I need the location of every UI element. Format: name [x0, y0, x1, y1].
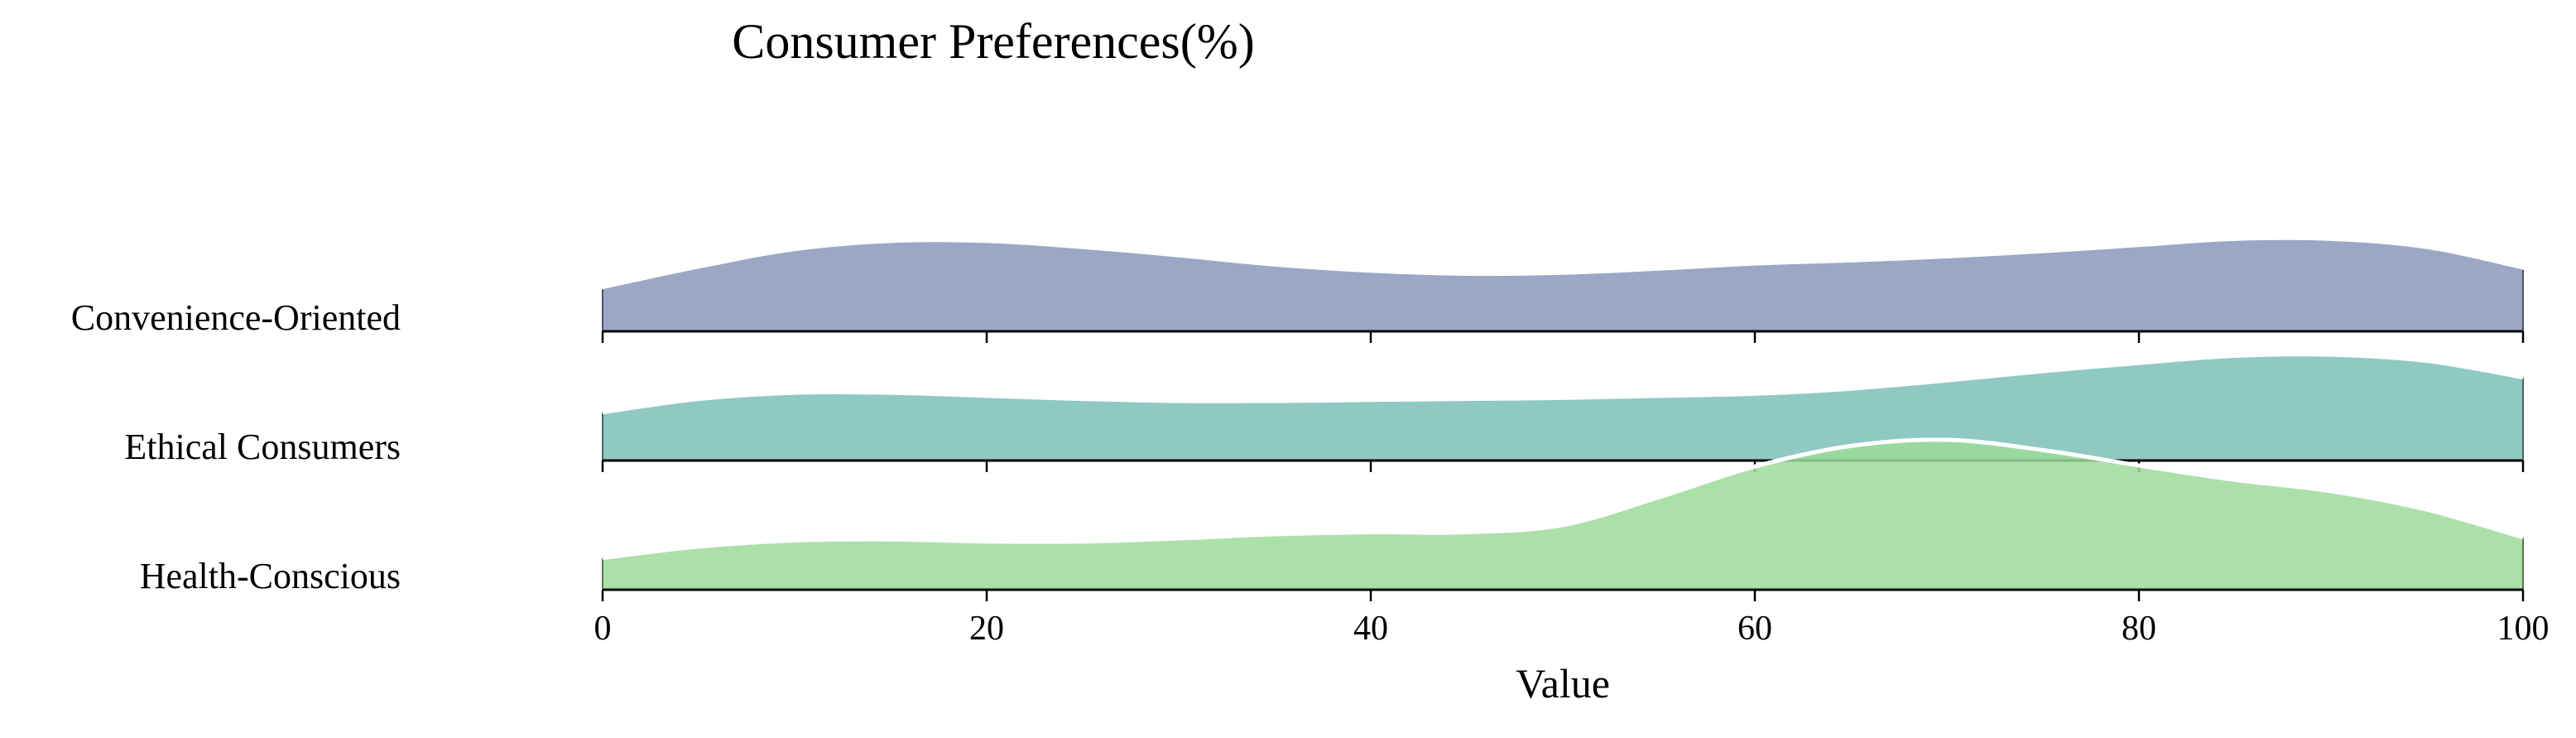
- x-tick-label: 40: [1353, 610, 1388, 648]
- x-tick-label: 80: [2122, 610, 2156, 648]
- ridge-health-conscious: [601, 437, 2525, 601]
- ridge-label-ethical-consumers: Ethical Consumers: [124, 427, 401, 467]
- x-axis-label: Value: [1516, 660, 1610, 707]
- ridge-area-ethical-consumers: [603, 354, 2523, 461]
- ridge-area-convenience-oriented: [603, 239, 2523, 331]
- x-tick-label: 100: [2497, 610, 2550, 648]
- x-axis: 0 20 40 60 80 100: [594, 610, 2550, 648]
- ridge-ethical-consumers: [601, 352, 2525, 472]
- ridge-outline-health-conscious: [602, 437, 2524, 561]
- ridge-area-health-conscious: [603, 439, 2523, 590]
- ridge-convenience-oriented: [601, 239, 2525, 343]
- ridge-label-convenience-oriented: Convenience-Oriented: [71, 297, 401, 338]
- ridges-group: [601, 239, 2525, 601]
- ridge-outline-ethical-consumers: [602, 352, 2524, 415]
- x-tick-label: 60: [1737, 610, 1772, 648]
- ridge-label-health-conscious: Health-Conscious: [140, 556, 401, 596]
- x-tick-label: 0: [594, 610, 612, 648]
- y-axis-labels: Convenience-Oriented Ethical Consumers Hea…: [71, 297, 401, 596]
- x-tick-label: 20: [969, 610, 1004, 648]
- chart-title: Consumer Preferences(%): [732, 14, 1254, 69]
